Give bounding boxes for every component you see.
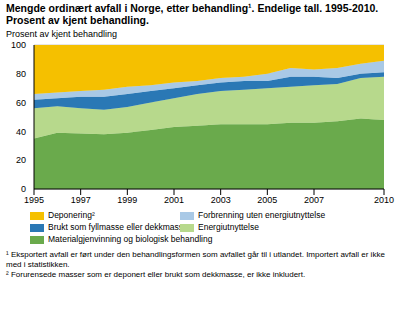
svg-text:2007: 2007 bbox=[304, 195, 324, 205]
html-text:Brukt som fyllmasse eller dekk: Brukt som fyllmasse eller dekkmasse² bbox=[48, 222, 191, 232]
html-text:Materialgjenvinning og biologi: Materialgjenvinning og biologisk behandl… bbox=[48, 234, 213, 244]
html-text:Energiutnyttelse: Energiutnyttelse bbox=[198, 222, 259, 232]
svg-text:1999: 1999 bbox=[117, 195, 137, 205]
html-text:Mengde ordinært avfall i Norge: Mengde ordinært avfall i Norge, etter be… bbox=[6, 2, 379, 26]
svg-text:2005: 2005 bbox=[257, 195, 277, 205]
html-text:Deponering²: Deponering² bbox=[48, 210, 95, 220]
svg-text:20: 20 bbox=[16, 155, 26, 165]
html-text:¹ Eksportert avfall er ført un: ¹ Eksportert avfall er ført under den be… bbox=[6, 250, 385, 269]
html-text:² Forurensede masser som er de: ² Forurensede masser som er deponert ell… bbox=[6, 270, 306, 279]
svg-text:0: 0 bbox=[21, 184, 26, 194]
svg-text:80: 80 bbox=[16, 69, 26, 79]
svg-text:100: 100 bbox=[11, 40, 26, 50]
svg-text:1997: 1997 bbox=[71, 195, 91, 205]
html-text:Forbrenning uten energiutnytte: Forbrenning uten energiutnyttelse bbox=[198, 210, 326, 220]
svg-text:40: 40 bbox=[16, 127, 26, 137]
svg-text:1995: 1995 bbox=[24, 195, 44, 205]
svg-text:2003: 2003 bbox=[211, 195, 231, 205]
svg-text:2010: 2010 bbox=[374, 195, 392, 205]
svg-text:2001: 2001 bbox=[164, 195, 184, 205]
html-text:Prosent av kjent behandling: Prosent av kjent behandling bbox=[6, 29, 118, 39]
svg-text:60: 60 bbox=[16, 98, 26, 108]
